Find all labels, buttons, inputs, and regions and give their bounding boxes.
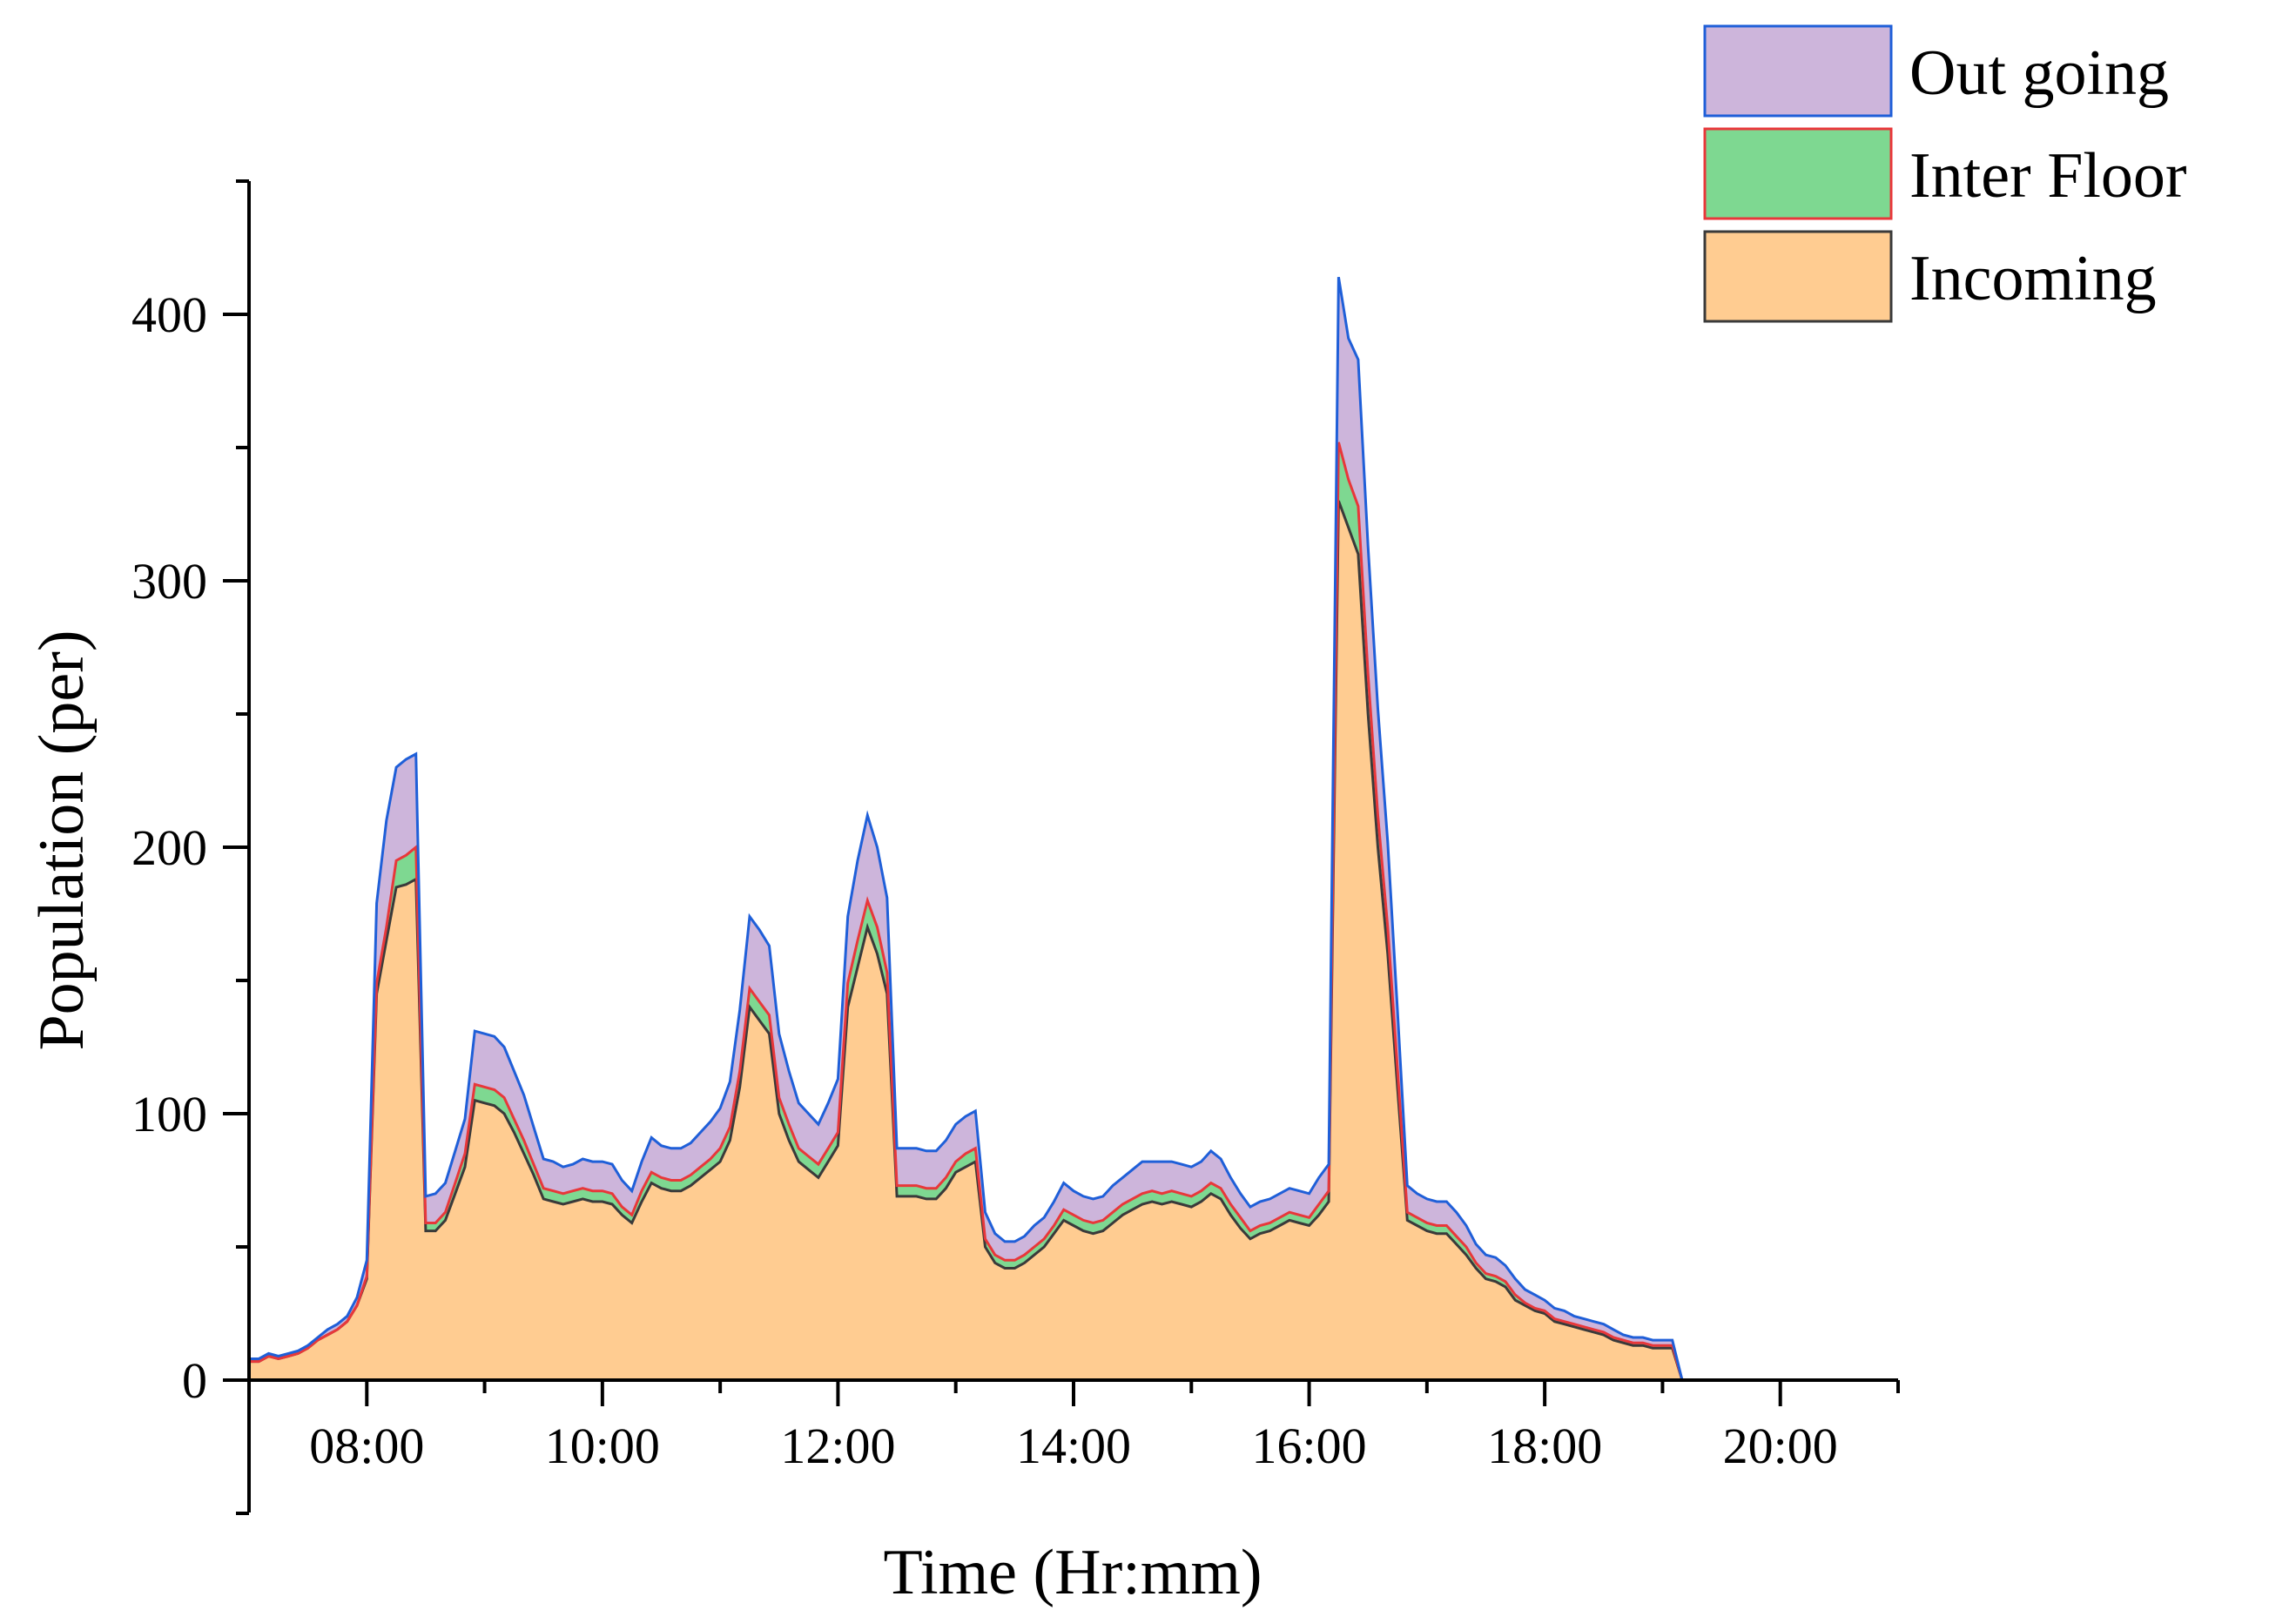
y-tick-label: 300 xyxy=(131,553,207,610)
x-tick-label: 20:00 xyxy=(1723,1418,1838,1474)
x-tick-label: 12:00 xyxy=(780,1418,895,1474)
legend-swatch-incoming xyxy=(1703,230,1893,323)
legend-swatch-out-going xyxy=(1703,24,1893,118)
y-tick-label: 400 xyxy=(131,286,207,343)
legend-swatch-inter-floor xyxy=(1703,127,1893,220)
plot-area xyxy=(249,276,1684,1381)
legend-label-inter-floor: Inter Floor xyxy=(1909,140,2187,212)
y-axis-title: Population (per) xyxy=(26,630,98,1051)
legend: Out going Inter Floor Incoming xyxy=(1703,24,2187,323)
y-axis: 0 100 200 300 400 xyxy=(131,179,251,1515)
x-tick-label: 18:00 xyxy=(1487,1418,1602,1474)
y-tick-label: 200 xyxy=(131,819,207,876)
x-tick-label: 10:00 xyxy=(545,1418,660,1474)
line-incoming xyxy=(249,500,1684,1381)
x-tick-label: 14:00 xyxy=(1016,1418,1131,1474)
line-out-going xyxy=(249,276,1684,1381)
line-inter-floor xyxy=(249,441,1684,1381)
y-tick-label: 100 xyxy=(131,1086,207,1142)
legend-label-out-going: Out going xyxy=(1909,37,2169,109)
y-tick-label: 0 xyxy=(182,1352,207,1409)
area-incoming xyxy=(249,501,1682,1380)
x-tick-label: 16:00 xyxy=(1252,1418,1367,1474)
x-axis: 08:00 10:00 12:00 14:00 16:00 18:00 20:00 xyxy=(223,1378,1900,1474)
x-tick-label: 08:00 xyxy=(309,1418,424,1474)
x-axis-title: Time (Hr:mm) xyxy=(883,1537,1262,1608)
legend-label-incoming: Incoming xyxy=(1909,243,2157,314)
